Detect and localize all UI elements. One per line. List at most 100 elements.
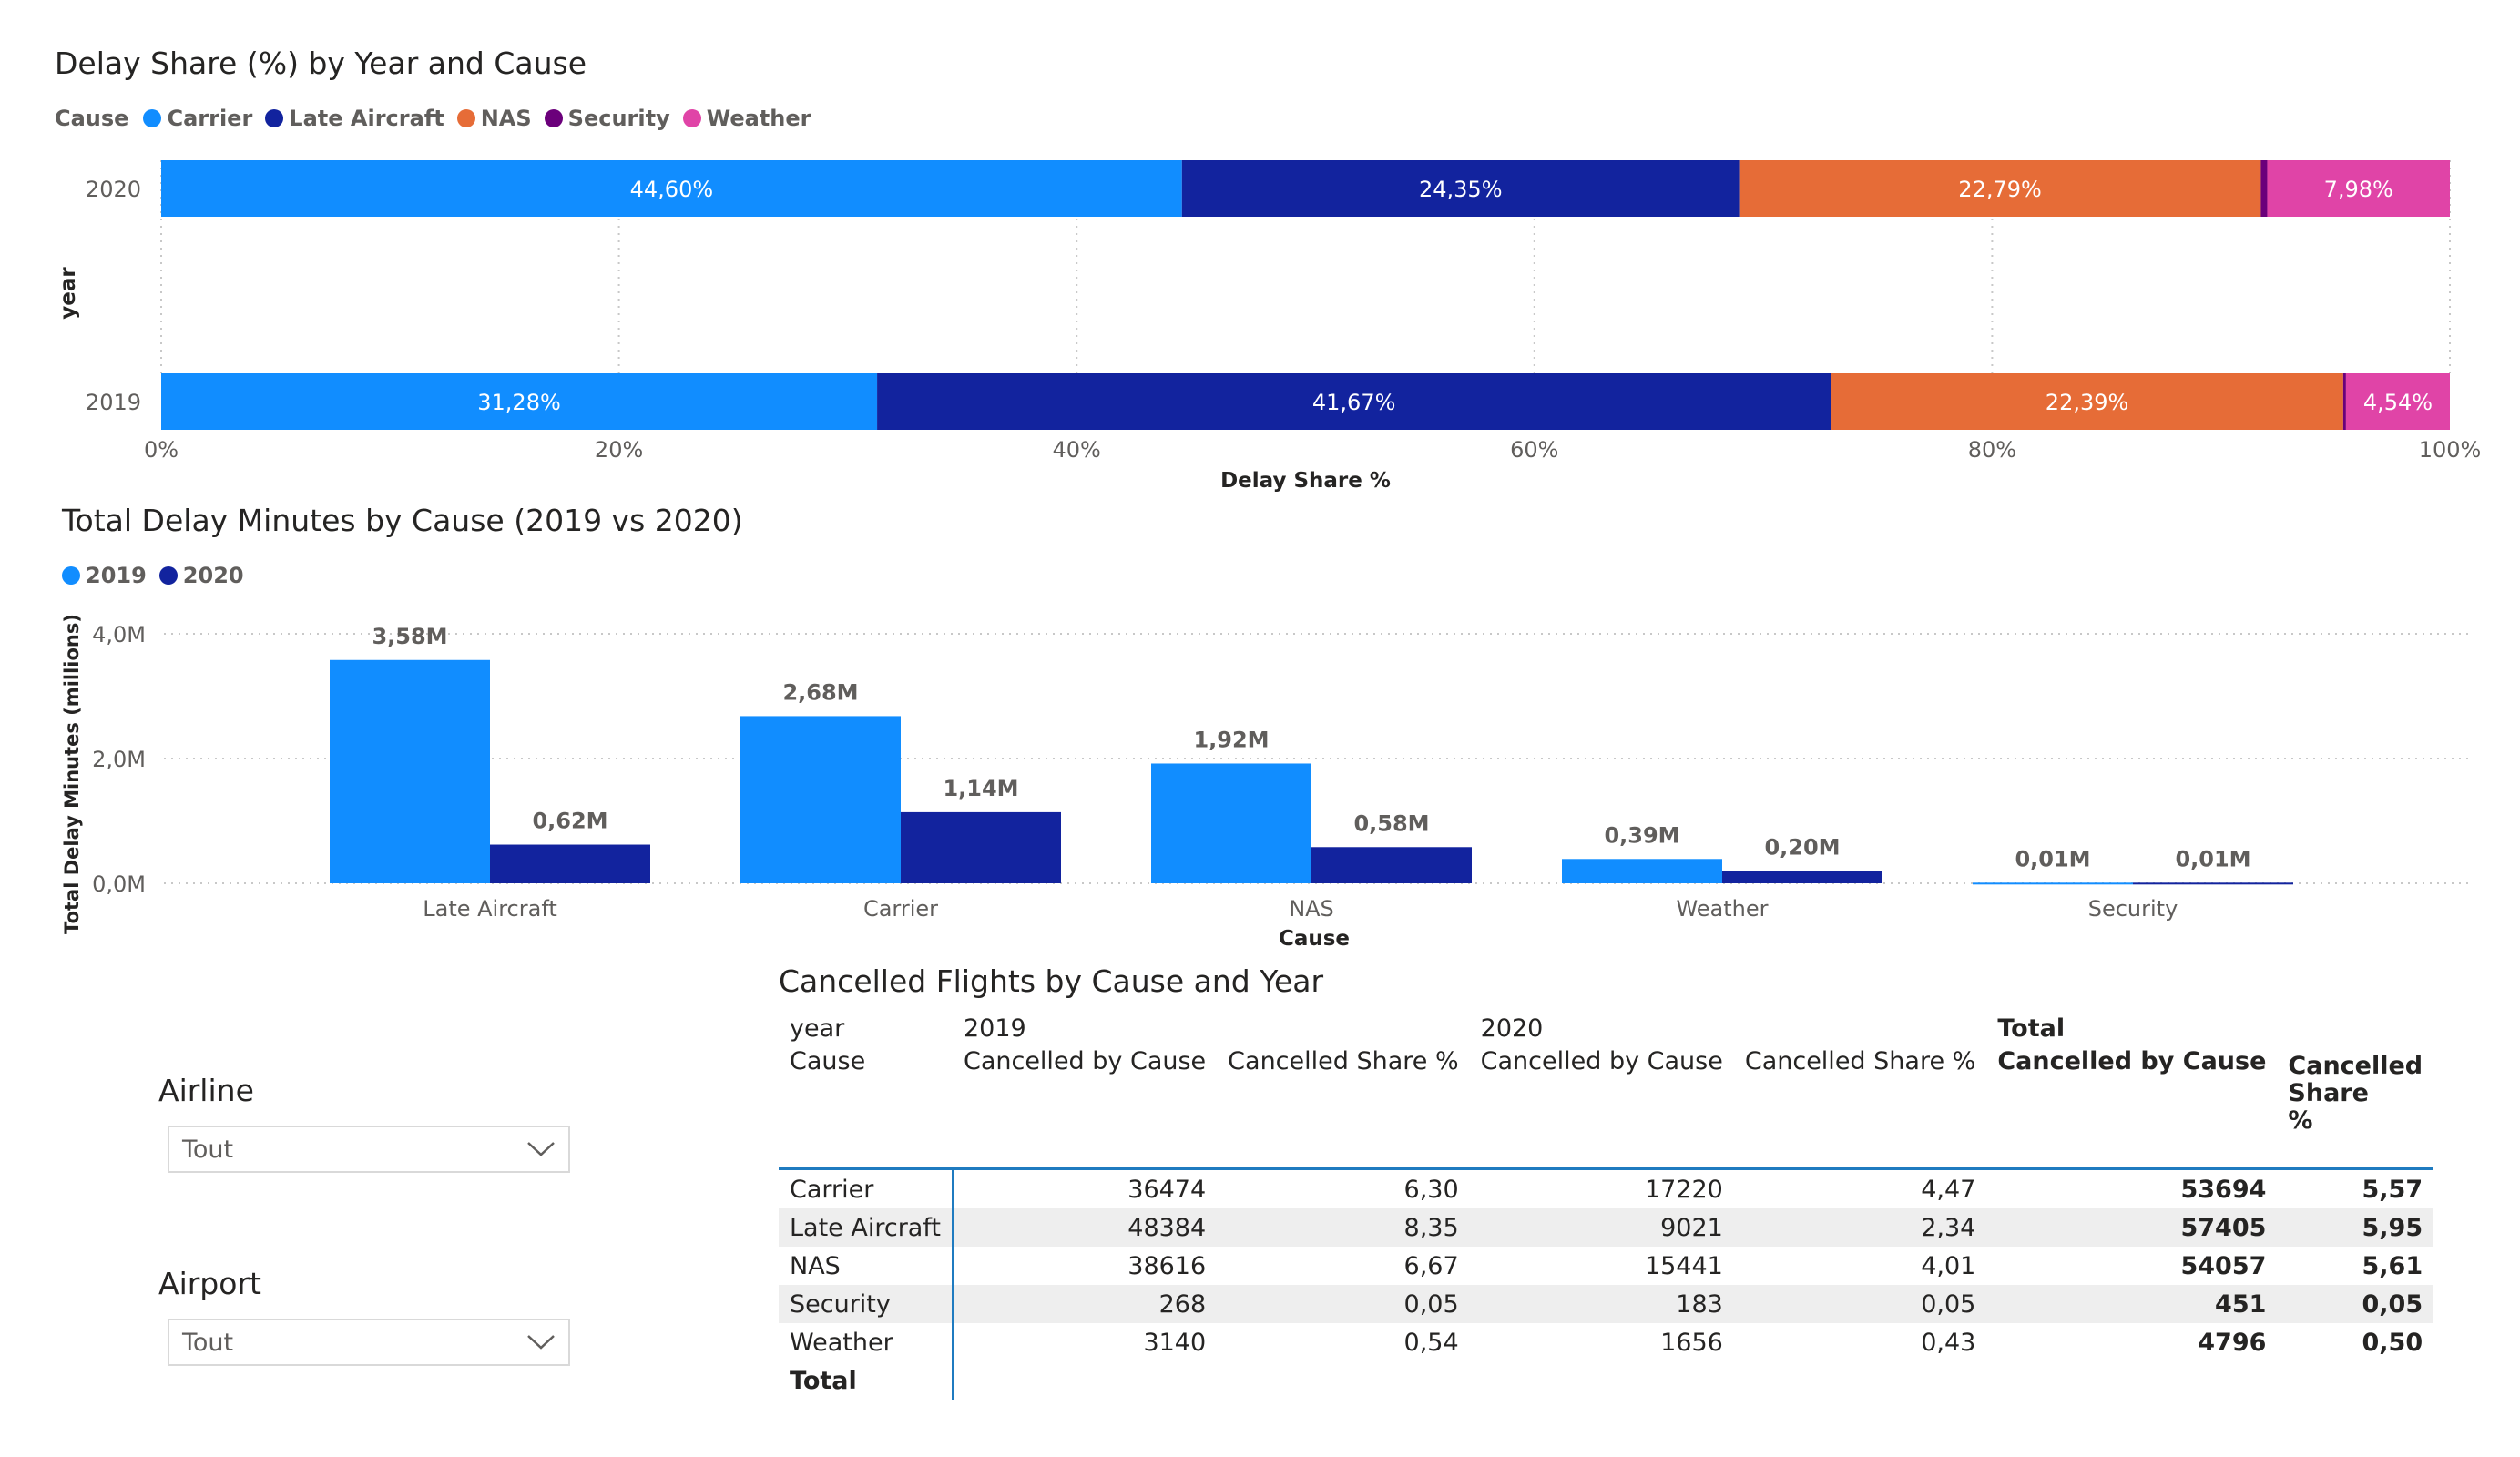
cell-cancelled-2020: 9021: [1469, 1208, 1734, 1247]
cell-cancelled-2019: 38616: [1127, 1251, 1207, 1280]
share-x-tick: 80%: [1968, 437, 2016, 463]
legend-dot: [143, 109, 162, 127]
minutes-bar[interactable]: [1562, 859, 1722, 883]
minutes-data-label: 0,62M: [532, 809, 607, 834]
share-x-tick: 100%: [2419, 437, 2482, 463]
cell-share-2019: 0,05: [1217, 1285, 1470, 1323]
legend-dot: [544, 109, 563, 127]
airline-dropdown[interactable]: Tout: [168, 1126, 570, 1173]
share-data-label: 24,35%: [1419, 177, 1503, 202]
share-data-label: 7,98%: [2324, 177, 2393, 202]
legend-item-2020[interactable]: 2020: [158, 563, 244, 588]
minutes-bar[interactable]: [1311, 847, 1472, 883]
share-data-label: 4,54%: [2363, 390, 2433, 415]
minutes-bar[interactable]: [740, 716, 901, 883]
share-bar-segment[interactable]: [2267, 160, 2450, 217]
col-header-cancelled-2020[interactable]: Cancelled by Cause: [1480, 1047, 1723, 1075]
share-chart-plot[interactable]: 2020 44,60% 24,35% 22,79% 7,98% 2019 31,28% 41,…: [0, 0, 2520, 510]
minutes-bar[interactable]: [1722, 871, 1882, 883]
footer-total-label: Total: [779, 1361, 954, 1400]
share-chart-title: Delay Share (%) by Year and Cause: [55, 46, 587, 81]
share-bar-segment[interactable]: [2342, 373, 2346, 430]
legend-item-carrier[interactable]: Carrier: [143, 106, 252, 131]
airport-dropdown[interactable]: Tout: [168, 1319, 570, 1366]
col-header-cancelled-2019[interactable]: Cancelled by Cause: [963, 1047, 1207, 1075]
share-bar-segment[interactable]: [1739, 160, 2261, 217]
minutes-data-label: 1,14M: [943, 776, 1018, 801]
cell-cancelled-total: 451: [1986, 1285, 2278, 1323]
legend-label: Late Aircraft: [289, 106, 444, 131]
legend-label: Carrier: [167, 106, 253, 131]
header-cause-label[interactable]: Cause: [790, 1047, 866, 1075]
matrix-table: year 2019 2020 Total Cause Cancelled by …: [779, 1009, 2434, 1400]
share-bar-segment[interactable]: [161, 373, 878, 430]
share-chart-legend: Cause Carrier Late Aircraft NAS Security…: [55, 106, 823, 131]
share-header-line1: Cancelled Share: [2288, 1052, 2423, 1107]
table-row[interactable]: Weather 3140 0,54 1656 0,43 4796 0,50: [779, 1323, 2433, 1361]
header-year-label: year: [790, 1014, 845, 1043]
cell-share-2019: 8,35: [1217, 1208, 1470, 1247]
airline-dropdown-value: Tout: [182, 1135, 234, 1164]
cell-share-2020: 0,05: [1733, 1285, 1987, 1323]
minutes-y-axis-title: Total Delay Minutes (millions): [61, 614, 83, 934]
cell-cause: NAS: [779, 1247, 954, 1285]
col-header-share-2019[interactable]: Cancelled Share %: [1228, 1047, 1459, 1075]
legend-dot: [682, 109, 701, 127]
chevron-down-icon: [527, 1142, 555, 1156]
minutes-data-label: 0,58M: [1353, 810, 1429, 836]
minutes-chart-plot[interactable]: 0,0M 2,0M 4,0M 3,58M 0,62M Late Aircraft 2,68M…: [0, 583, 2520, 965]
share-x-tick: 20%: [595, 437, 643, 463]
col-header-share-total[interactable]: Cancelled Share%: [2277, 1047, 2433, 1135]
minutes-data-label: 3,58M: [372, 624, 447, 649]
cell-cancelled-2019: 3140: [1143, 1328, 1207, 1357]
header-year-2020[interactable]: 2020: [1480, 1014, 1544, 1043]
legend-item-2019[interactable]: 2019: [62, 563, 147, 588]
share-bar-segment[interactable]: [1831, 373, 2343, 430]
share-bar-segment[interactable]: [161, 160, 1182, 217]
minutes-bar[interactable]: [490, 844, 650, 883]
minutes-x-tick: NAS: [1289, 896, 1334, 922]
share-x-tick: 0%: [144, 437, 179, 463]
minutes-data-label: 1,92M: [1193, 727, 1269, 752]
cell-cancelled-2019: 48384: [952, 1208, 1218, 1247]
header-year-2019[interactable]: 2019: [963, 1014, 1026, 1043]
cell-cause: Late Aircraft: [779, 1208, 954, 1247]
col-header-cancelled-total[interactable]: Cancelled by Cause: [1997, 1047, 2267, 1075]
table-row[interactable]: NAS 38616 6,67 15441 4,01 54057 5,61: [779, 1247, 2433, 1285]
minutes-y-tick: 4,0M: [92, 622, 146, 647]
minutes-y-tick: 2,0M: [92, 747, 146, 772]
legend-label: NAS: [480, 106, 532, 131]
minutes-bar[interactable]: [330, 659, 490, 883]
share-bar-segment[interactable]: [1181, 160, 1740, 217]
table-row[interactable]: Carrier 36474 6,30 17220 4,47 53694 5,57: [779, 1168, 2433, 1208]
minutes-chart-legend: 2019 2020: [62, 563, 257, 588]
legend-dot: [62, 566, 80, 585]
legend-item-security[interactable]: Security: [544, 106, 670, 131]
col-header-share-2020[interactable]: Cancelled Share %: [1744, 1047, 1976, 1075]
minutes-x-tick: Carrier: [863, 896, 938, 922]
legend-label: Security: [567, 106, 670, 131]
minutes-data-label: 0,20M: [1764, 834, 1840, 860]
minutes-bar[interactable]: [1151, 763, 1311, 883]
share-bar-segment[interactable]: [2260, 160, 2268, 217]
legend-item-late-aircraft[interactable]: Late Aircraft: [265, 106, 444, 131]
table-row[interactable]: Late Aircraft 48384 8,35 9021 2,34 57405 5,95: [779, 1208, 2434, 1247]
cell-share-2020: 0,43: [1921, 1328, 1976, 1357]
table-row[interactable]: Security 268 0,05 183 0,05 451 0,05: [779, 1285, 2434, 1323]
legend-item-weather[interactable]: Weather: [682, 106, 811, 131]
share-bar-segment[interactable]: [2345, 373, 2450, 430]
minutes-bar[interactable]: [1973, 882, 2133, 885]
table-title: Cancelled Flights by Cause and Year: [779, 963, 1324, 999]
minutes-bar[interactable]: [901, 811, 1061, 883]
minutes-bar[interactable]: [2133, 882, 2293, 885]
cell-cancelled-total: 54057: [2180, 1251, 2267, 1280]
legend-label: Weather: [706, 106, 811, 131]
header-row-year: year 2019 2020 Total: [779, 1009, 2433, 1047]
cell-cancelled-2019: 268: [952, 1285, 1218, 1323]
share-bar-segment[interactable]: [877, 373, 1831, 430]
legend-item-nas[interactable]: NAS: [456, 106, 532, 131]
minutes-data-label: 2,68M: [782, 679, 858, 705]
cell-cancelled-2020: 183: [1469, 1285, 1734, 1323]
header-row-columns: Cause Cancelled by Cause Cancelled Share…: [779, 1047, 2433, 1135]
cell-share-2019: 6,67: [1403, 1251, 1459, 1280]
